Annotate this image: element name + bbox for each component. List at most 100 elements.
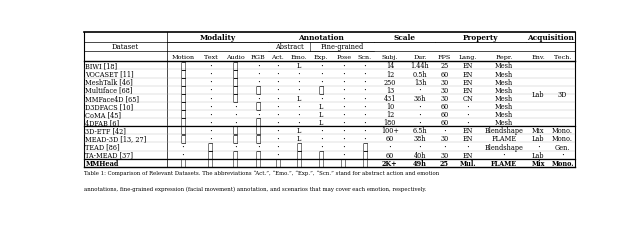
Text: Emo.: Emo. — [291, 55, 307, 60]
Text: 250: 250 — [383, 78, 396, 86]
Text: ·: · — [419, 86, 422, 95]
Text: ·: · — [364, 94, 366, 103]
Text: Mul.: Mul. — [460, 159, 476, 167]
Text: Mesh: Mesh — [495, 119, 513, 127]
Text: Env.: Env. — [531, 55, 545, 60]
Text: ·: · — [298, 70, 300, 79]
Text: FPS: FPS — [438, 55, 451, 60]
Text: ·: · — [276, 70, 279, 79]
Text: Gen.: Gen. — [555, 143, 570, 151]
Text: ✓: ✓ — [180, 102, 186, 111]
Text: 30: 30 — [440, 86, 449, 94]
Text: EN: EN — [463, 62, 473, 70]
Text: D3DFACS [10]: D3DFACS [10] — [86, 103, 134, 111]
Text: Table 1: Comparison of Relevant Datasets. The abbreviations “Act.”, “Emo.”, “Exp: Table 1: Comparison of Relevant Datasets… — [84, 170, 439, 175]
Text: 36h: 36h — [413, 94, 426, 102]
Text: BIWI [18]: BIWI [18] — [86, 62, 118, 70]
Text: ✓: ✓ — [362, 158, 367, 168]
Text: Pose: Pose — [336, 55, 351, 60]
Text: ·: · — [342, 70, 345, 79]
Text: 60: 60 — [386, 151, 394, 159]
Text: 60: 60 — [440, 103, 449, 111]
Text: Scale: Scale — [394, 33, 415, 41]
Text: CoMA [45]: CoMA [45] — [86, 111, 122, 118]
Text: Blendshape: Blendshape — [484, 143, 524, 151]
Text: ·: · — [182, 151, 184, 159]
Text: Repr.: Repr. — [495, 55, 513, 60]
Text: ·: · — [276, 134, 279, 143]
Text: ·: · — [257, 62, 260, 71]
Text: ·: · — [209, 110, 212, 119]
Text: ·: · — [257, 70, 260, 79]
Text: Mono.: Mono. — [551, 159, 574, 167]
Text: 0.5h: 0.5h — [413, 70, 428, 78]
Text: 40h: 40h — [413, 151, 426, 159]
Text: ·: · — [257, 110, 260, 119]
Text: ·: · — [276, 86, 279, 95]
Text: ·: · — [234, 118, 237, 127]
Text: ·: · — [276, 151, 279, 159]
Text: ·: · — [443, 126, 446, 135]
Text: Exp.: Exp. — [314, 55, 328, 60]
Text: Acquisition: Acquisition — [527, 33, 574, 41]
Text: ·: · — [342, 94, 345, 103]
Text: ✓: ✓ — [232, 62, 238, 71]
Text: 3D-ETF [42]: 3D-ETF [42] — [86, 127, 126, 135]
Text: ✓: ✓ — [255, 158, 261, 168]
Text: ✓: ✓ — [362, 151, 367, 159]
Text: ·: · — [257, 94, 260, 103]
Text: ·: · — [276, 94, 279, 103]
Text: EN: EN — [463, 151, 473, 159]
Text: ✓: ✓ — [208, 158, 213, 168]
Text: Tech.: Tech. — [554, 55, 572, 60]
Text: ·: · — [209, 86, 212, 95]
Text: ·: · — [364, 118, 366, 127]
Text: ·: · — [419, 142, 422, 151]
Text: ·: · — [342, 86, 345, 95]
Text: Subj.: Subj. — [381, 55, 398, 60]
Text: 14: 14 — [386, 62, 394, 70]
Text: L: L — [296, 94, 301, 102]
Text: ✓: ✓ — [180, 126, 186, 135]
Text: CN: CN — [463, 94, 473, 102]
Text: ·: · — [298, 86, 300, 95]
Text: ·: · — [234, 110, 237, 119]
Text: ✓: ✓ — [180, 110, 186, 119]
Text: ·: · — [234, 142, 237, 151]
Text: ✓: ✓ — [180, 86, 186, 95]
Text: ·: · — [209, 62, 212, 71]
Text: EN: EN — [463, 135, 473, 143]
Text: ·: · — [209, 118, 212, 127]
Text: Annotation: Annotation — [298, 33, 344, 41]
Text: 13: 13 — [386, 86, 394, 94]
Text: ·: · — [467, 110, 469, 119]
Text: 2K+: 2K+ — [382, 159, 397, 167]
Text: ·: · — [364, 102, 366, 111]
Text: ✓: ✓ — [232, 134, 238, 143]
Text: VOCASET [11]: VOCASET [11] — [86, 70, 134, 78]
Text: 431: 431 — [383, 94, 396, 102]
Text: annotations, fine-grained expression (facial movement) annotation, and scenarios: annotations, fine-grained expression (fa… — [84, 185, 426, 191]
Text: ✓: ✓ — [319, 151, 324, 159]
Text: ✓: ✓ — [180, 62, 186, 71]
Text: ·: · — [419, 118, 422, 127]
Text: TA-MEAD [37]: TA-MEAD [37] — [86, 151, 134, 159]
Text: ·: · — [342, 134, 345, 143]
Text: L: L — [319, 111, 323, 118]
Text: Motion: Motion — [172, 55, 195, 60]
Text: Multiface [68]: Multiface [68] — [86, 86, 133, 94]
Text: ·: · — [298, 110, 300, 119]
Text: ·: · — [561, 151, 564, 159]
Text: ·: · — [320, 94, 323, 103]
Text: ·: · — [209, 134, 212, 143]
Text: ·: · — [467, 142, 469, 151]
Text: Mono.: Mono. — [552, 127, 573, 135]
Text: ·: · — [234, 102, 237, 111]
Text: Text: Text — [204, 55, 218, 60]
Text: L: L — [296, 62, 301, 70]
Text: ·: · — [182, 142, 184, 151]
Text: ·: · — [364, 78, 366, 87]
Text: ✓: ✓ — [232, 86, 238, 95]
Text: 13h: 13h — [413, 78, 426, 86]
Text: Mesh: Mesh — [495, 103, 513, 111]
